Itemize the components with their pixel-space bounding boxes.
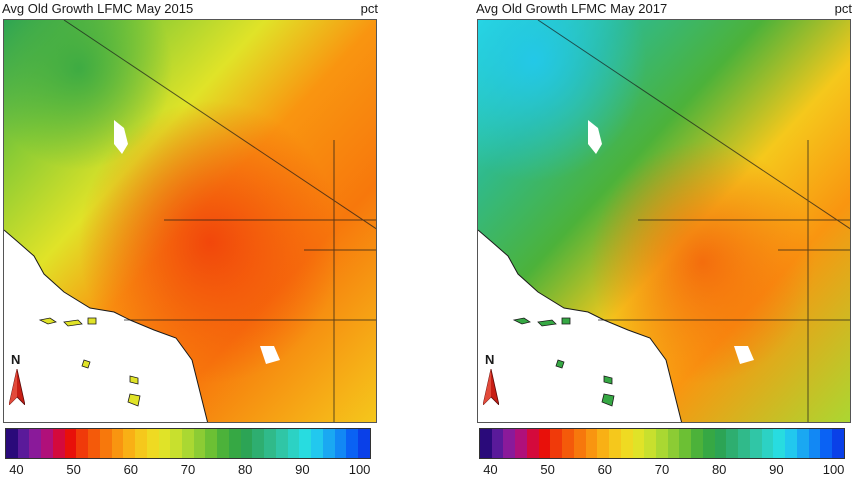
colorbar — [479, 428, 845, 459]
north-label: N — [11, 352, 21, 367]
colorbar-swatch — [346, 429, 359, 458]
unit-label: pct — [834, 1, 852, 16]
colorbar-swatch — [252, 429, 265, 458]
colorbar-swatch — [749, 429, 762, 458]
colorbar-swatch — [738, 429, 750, 458]
colorbar-swatch — [64, 429, 77, 458]
colorbar-swatch — [17, 429, 30, 458]
colorbar-tick-label: 70 — [180, 462, 196, 477]
colorbar-swatch — [773, 429, 786, 458]
colorbar-swatch — [808, 429, 821, 458]
colorbar-swatch — [358, 429, 370, 458]
colorbar-tick-label: 80 — [711, 462, 727, 477]
colorbar-tick-label: 100 — [822, 462, 845, 477]
colorbar-swatch — [88, 429, 100, 458]
north-arrow: N — [480, 352, 502, 408]
colorbar-swatch — [562, 429, 574, 458]
panel-may-2017: Avg Old Growth LFMC May 2017 pct — [474, 0, 852, 479]
colorbar-swatch — [726, 429, 739, 458]
colorbar-swatch — [491, 429, 504, 458]
colorbar-swatch — [99, 429, 112, 458]
colorbar-swatch — [111, 429, 124, 458]
colorbar-swatch — [135, 429, 147, 458]
colorbar-swatch — [158, 429, 171, 458]
colorbar-tick-label: 90 — [769, 462, 784, 477]
lfmc-map-2017 — [477, 19, 851, 423]
colorbar-tick-label: 90 — [295, 462, 310, 477]
colorbar-swatch — [597, 429, 610, 458]
colorbar-swatch — [761, 429, 774, 458]
colorbar-swatch — [667, 429, 680, 458]
north-label: N — [485, 352, 495, 367]
colorbar-swatch — [52, 429, 65, 458]
colorbar-swatch — [205, 429, 218, 458]
colorbar-swatch — [832, 429, 844, 458]
colorbar-swatch — [785, 429, 797, 458]
colorbar-swatch — [123, 429, 136, 458]
colorbar-swatch — [714, 429, 727, 458]
colorbar-swatch — [702, 429, 715, 458]
colorbar-swatch — [609, 429, 621, 458]
colorbar-swatch — [29, 429, 42, 458]
colorbar-swatch — [228, 429, 241, 458]
colorbar-ticks: 40 50 60 70 80 90 100 — [479, 462, 845, 478]
colorbar-swatch — [334, 429, 347, 458]
colorbar-swatch — [6, 429, 18, 458]
colorbar-tick-label: 40 — [9, 462, 24, 477]
colorbar-swatch — [632, 429, 645, 458]
colorbar-swatch — [691, 429, 703, 458]
colorbar-swatch — [287, 429, 300, 458]
colorbar-swatch — [240, 429, 253, 458]
colorbar — [5, 428, 371, 459]
colorbar-swatch — [275, 429, 288, 458]
colorbar-swatch — [515, 429, 527, 458]
colorbar-swatch — [796, 429, 809, 458]
colorbar-swatch — [76, 429, 89, 458]
colorbar-swatch — [311, 429, 323, 458]
north-arrow-icon — [483, 369, 499, 405]
colorbar-tick-label: 80 — [237, 462, 253, 477]
map-title: Avg Old Growth LFMC May 2015 — [2, 1, 194, 16]
colorbar-swatch — [264, 429, 276, 458]
colorbar-swatch — [170, 429, 183, 458]
colorbar-swatch — [182, 429, 194, 458]
colorbar-swatch — [620, 429, 633, 458]
colorbar-swatch — [585, 429, 598, 458]
colorbar-swatch — [679, 429, 692, 458]
colorbar-tick-label: 60 — [123, 462, 139, 477]
colorbar-swatch — [503, 429, 516, 458]
unit-label: pct — [360, 1, 378, 16]
colorbar-ticks: 40 50 60 70 80 90 100 — [5, 462, 371, 478]
colorbar-tick-label: 70 — [654, 462, 670, 477]
colorbar-tick-label: 50 — [66, 462, 81, 477]
colorbar-swatch — [526, 429, 539, 458]
colorbar-swatch — [193, 429, 206, 458]
colorbar-swatch — [299, 429, 312, 458]
map-title: Avg Old Growth LFMC May 2017 — [476, 1, 668, 16]
colorbar-swatch — [322, 429, 335, 458]
colorbar-tick-label: 100 — [348, 462, 371, 477]
colorbar-tick-label: 50 — [540, 462, 555, 477]
colorbar-swatch — [41, 429, 53, 458]
colorbar-swatch — [644, 429, 657, 458]
colorbar-swatch — [573, 429, 586, 458]
colorbar-swatch — [480, 429, 492, 458]
colorbar-swatch — [146, 429, 159, 458]
colorbar-swatch — [217, 429, 229, 458]
colorbar-swatch — [656, 429, 668, 458]
colorbar-swatch — [820, 429, 833, 458]
lfmc-map-2015 — [3, 19, 377, 423]
panel-may-2015: Avg Old Growth LFMC May 2015 pct — [0, 0, 378, 479]
colorbar-swatch — [550, 429, 563, 458]
colorbar-swatch — [538, 429, 551, 458]
north-arrow-icon — [9, 369, 25, 405]
colorbar-tick-label: 40 — [483, 462, 498, 477]
colorbar-tick-label: 60 — [597, 462, 613, 477]
north-arrow: N — [6, 352, 28, 408]
